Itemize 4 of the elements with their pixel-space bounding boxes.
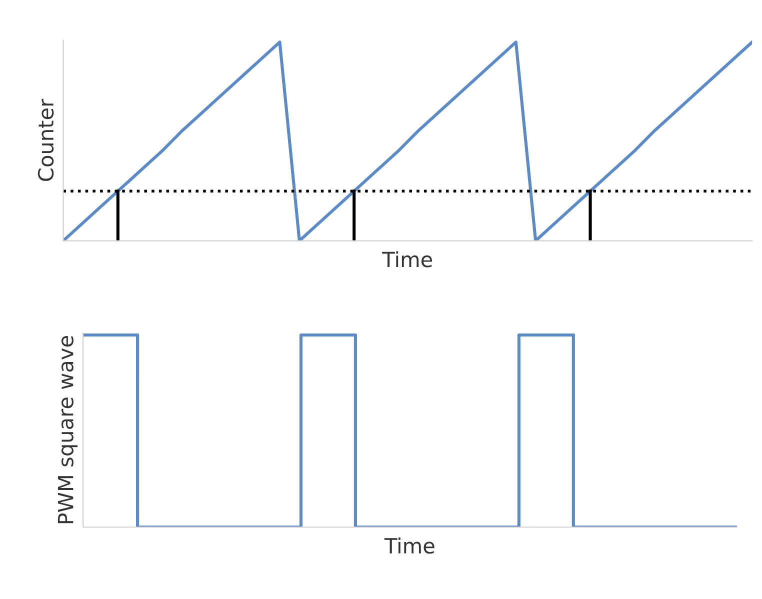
y-axis-title: PWM square wave [58,336,78,524]
x-axis-title: Time [384,538,434,554]
y-axis-title: Counter [38,98,54,181]
x-axis-title: Time [382,251,432,268]
